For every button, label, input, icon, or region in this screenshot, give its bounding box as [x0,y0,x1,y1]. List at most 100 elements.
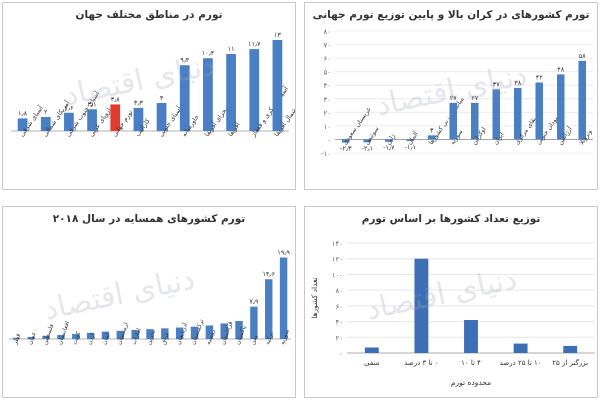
bar [364,347,379,353]
data-label: ۴۸ [557,65,564,73]
x-tick-label: قطر [11,333,22,347]
bar [203,58,213,132]
bar [384,139,393,142]
bar [86,332,95,339]
x-tick-label: آذربایجان [173,321,189,346]
x-tick-label: ترکیه [264,331,275,346]
chart-title: توزیع تعداد کشورها بر اساس تورم [361,213,541,225]
bar [513,87,522,140]
x-tick-label: یمن [249,334,259,346]
bar [205,325,214,339]
data-label: ۱۱ [228,45,235,53]
x-tick-label: بحرین [145,329,157,346]
x-tick-label: عراق [160,331,171,346]
chart-panel-top-bottom: تورم کشورهای در کران بالا و پایین توزیع … [304,2,598,190]
bar [72,334,80,339]
x-tick-label: ۰ تا ۳ درصد [404,359,438,367]
bar [406,139,415,141]
bar [156,103,167,131]
x-tick-label: فلسطین [41,323,55,346]
bar [116,330,125,339]
bar [133,107,144,131]
bar [17,118,28,131]
bar [535,82,544,140]
data-label: ۱۳ [274,31,281,39]
bar [341,139,350,143]
bar [265,279,273,339]
x-tick-label: کویت [71,330,82,345]
y-tick-label: ۶۰ [323,55,331,63]
x-tick-label: اردن [86,332,97,346]
y-tick-label: ۱۴۰ [332,240,343,248]
chart-title: تورم در مناطق مختلف جهان [75,9,223,21]
data-label: ۳۷ [493,80,500,88]
data-label: -۲٫۱ [362,144,373,152]
bar [42,335,50,339]
y-tick-label: ۸۰ [335,287,343,295]
y-tick-label: ۰ [327,136,331,144]
data-label: ۷٫۹ [249,298,259,306]
bar [464,320,478,353]
bar [87,109,97,131]
bar [272,40,283,131]
data-label: ۳٫۳ [134,99,144,107]
bar [161,328,169,339]
bar [513,343,528,353]
x-tick-label: ۴ تا ۱۰ [461,359,481,367]
data-label: ۱۹٫۹ [277,249,290,257]
y-tick-label: ۳۰ [323,96,331,104]
bar [226,54,236,131]
y-tick-label: ۲۰ [335,334,343,342]
x-tick-label: افغانستان [56,320,71,346]
chart-neighbors: قطر عمان فلسطین افغانستان کویت اردن لبنان ارمنس… [9,249,291,347]
bar [190,326,199,339]
bar [12,337,21,339]
y-tick-label: ۶۰ [335,303,343,311]
data-label: ۴ [160,94,164,102]
data-label: ۹٫۴ [180,56,190,64]
y-tick-label: ۱۲۰ [332,256,343,264]
data-label: -۱٫۷ [383,144,395,152]
y-tick-label: -۱۰ [321,150,331,158]
y-tick-label: ۴۰ [323,82,331,90]
data-label: ۳ [430,126,434,134]
x-tick-label: بزرگتر از ۲۵ [552,358,588,367]
x-tick-label: منفی [364,359,379,367]
chart-distribution: ۰ ۲۰ ۴۰ ۶۰ ۸۰ ۱۰۰ ۱۲۰ ۱۴۰ منفی ۰ تا ۳ درصد ۴ تا ۱۰… [310,240,595,387]
data-label: -۲٫۳ [340,145,352,153]
bar [40,117,51,131]
x-tick-label: آلمان [405,129,420,146]
chart-title: تورم کشورهای همسایه در سال ۲۰۱۸ [52,213,246,225]
data-label: ۲ [44,108,48,116]
bar [427,135,436,140]
bar [101,331,110,339]
bar [470,102,479,140]
bar [220,323,228,339]
bar [279,257,288,339]
data-label: ۳۸ [514,79,521,87]
y-tick-label: ۴۰ [335,319,343,327]
bar [131,329,139,339]
y-tick-label: ۱۰ [323,123,331,131]
bar [249,49,260,131]
chart-panel-distribution: توزیع تعداد کشورها بر اساس تورم ۰ ۲۰ ۴۰ ۶۰ ۸… [304,206,598,398]
y-tick-label: ۷۰ [323,42,331,50]
bar [363,139,372,143]
data-label: ۱۴٫۶ [262,270,275,278]
data-label: -۱٫۱ [405,143,416,151]
bar [110,104,121,131]
y-tick-label: ۱۰۰ [332,271,343,279]
chart-panel-regions: تورم در مناطق مختلف جهان ۱٫۸ آسیای شرقی ۲ آ… [2,2,296,190]
y-axis-label: تعداد کشورها [310,277,319,318]
x-tick-label: لبنان [101,332,112,346]
x-tick-label: عمان [27,331,38,346]
data-label: ۱۱٫۷ [248,40,261,48]
chart-panel-neighbors: تورم کشورهای همسایه در سال ۲۰۱۸ قطر عمان ف… [2,206,296,398]
bar [449,102,458,140]
bar [414,258,429,353]
y-tick-label: ۲۰ [323,109,331,117]
data-label: ۳٫۸ [111,95,121,103]
y-tick-label: ۸۰ [323,28,331,36]
